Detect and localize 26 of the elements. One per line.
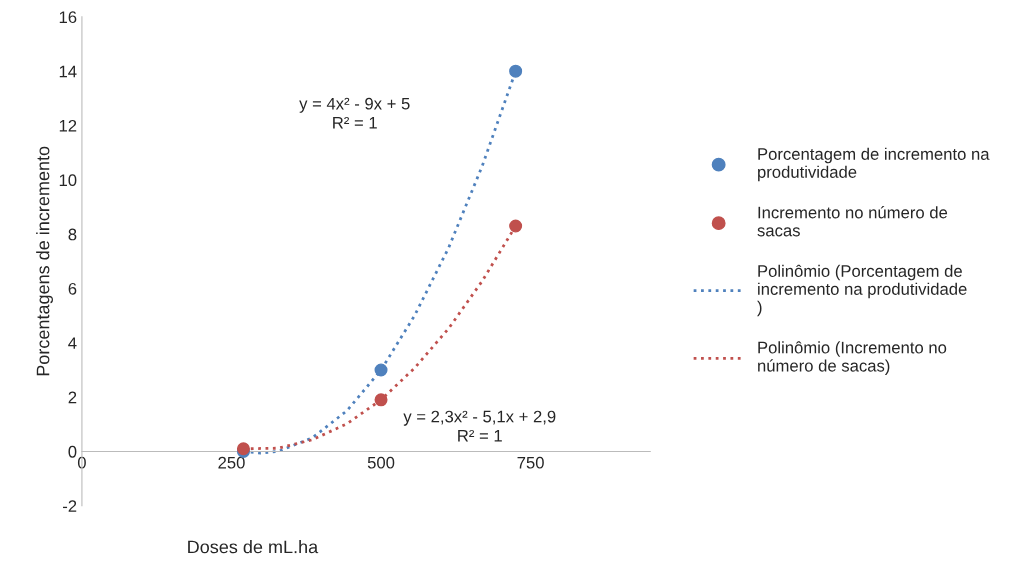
x-tick-label: 0 <box>77 456 86 469</box>
x-tick-label: 750 <box>517 456 544 469</box>
point <box>374 363 388 377</box>
legend-label: Polinômio (Incremento no número de sacas) <box>758 341 947 375</box>
y-tick-label: -2 <box>62 500 77 512</box>
y-axis-title: Porcentagens de incremento <box>36 146 53 376</box>
y-tick-label: 10 <box>59 174 77 187</box>
x-axis-title: Doses de mL.ha <box>188 540 319 554</box>
legend-label: Incremento no número de sacas <box>757 206 948 237</box>
legend-label: Polinômio (Porcentagem de incremento na produtividade ) <box>757 264 967 317</box>
point <box>374 393 388 407</box>
legend-label: Porcentagem de incremento na produtividade <box>758 147 990 182</box>
y-tick-label: 6 <box>68 282 77 295</box>
y-tick-label: 4 <box>68 337 77 349</box>
point <box>509 219 523 233</box>
y-tick-label: 16 <box>59 11 77 24</box>
x-tick-label: 250 <box>218 456 245 469</box>
annotation: y = 4x² - 9x + 5 R² = 1 <box>299 97 410 129</box>
y-tick-label: 2 <box>68 391 77 404</box>
point <box>509 64 523 78</box>
y-tick-label: 0 <box>68 445 77 458</box>
annotation: y = 2,3x² - 5,1x + 2,9 R² = 1 <box>403 410 556 442</box>
x-tick-label: 500 <box>367 456 395 469</box>
y-tick-label: 8 <box>68 228 77 241</box>
y-tick-label: 14 <box>59 65 77 78</box>
y-tick-label: 12 <box>59 119 77 132</box>
